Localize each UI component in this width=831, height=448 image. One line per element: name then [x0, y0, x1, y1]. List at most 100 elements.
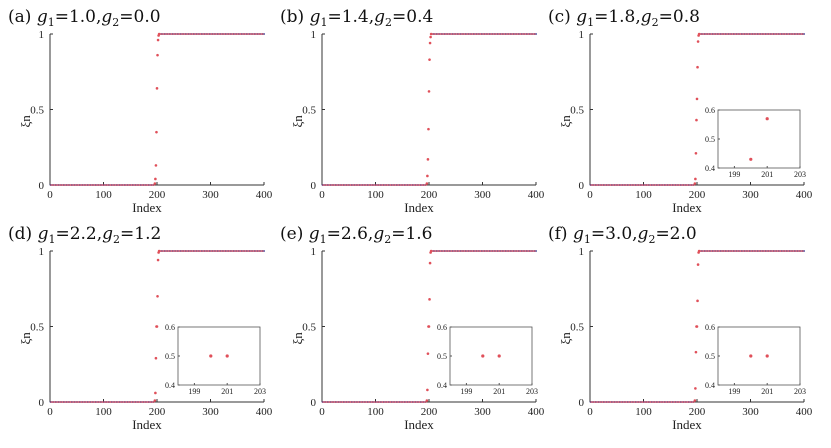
data-point-red	[742, 250, 745, 252]
data-point-red	[209, 250, 211, 252]
data-point-red	[56, 184, 59, 186]
data-point-red	[449, 33, 451, 35]
data-point-red	[362, 401, 364, 403]
data-point-red	[255, 250, 258, 252]
data-point-red	[745, 33, 748, 35]
data-point-red	[88, 184, 91, 186]
data-point-red	[609, 401, 612, 403]
data-point-red	[667, 184, 669, 186]
inset-plot: 199 201 203 0.4 0.5 0.6	[705, 323, 806, 396]
data-point-red	[696, 40, 700, 43]
data-point-red	[609, 184, 612, 186]
data-point-red	[747, 33, 750, 35]
data-point-red	[156, 53, 159, 57]
data-point-red	[59, 184, 62, 186]
data-point-red	[212, 250, 214, 252]
inset-y-tick-label: 0.5	[705, 352, 715, 361]
data-point-red	[474, 33, 477, 35]
g1-subscript: 1	[48, 233, 55, 246]
data-point-red	[391, 184, 393, 186]
data-point-red	[617, 184, 620, 186]
data-point-red	[675, 184, 677, 186]
data-point-red	[715, 250, 718, 252]
data-point-red	[757, 33, 759, 35]
data-point-red	[620, 401, 623, 403]
data-point-red	[652, 184, 655, 186]
data-point-red	[410, 184, 413, 186]
data-point-red	[370, 184, 373, 186]
x-tick-label: 0	[587, 406, 593, 418]
data-point-red	[691, 401, 693, 403]
data-point-red	[384, 401, 387, 403]
data-point-red	[111, 184, 113, 186]
g2-value: =0.8	[659, 7, 700, 27]
data-point-red	[500, 33, 503, 35]
data-point-red	[640, 401, 642, 403]
data-point-red	[262, 250, 264, 252]
panel-a: (a) g1=1.0,g2=0.00 100 200 300 40000.51Index…	[8, 7, 273, 215]
data-point-red	[498, 250, 501, 252]
data-point-red	[489, 250, 491, 252]
data-point-red	[522, 33, 525, 35]
data-point-red	[79, 401, 81, 403]
data-point-red	[152, 184, 155, 186]
data-point-red	[755, 250, 758, 252]
data-point-red	[210, 250, 213, 252]
data-point-red	[450, 250, 453, 252]
data-point-red	[680, 184, 682, 186]
data-point-red	[437, 250, 440, 252]
data-point-red	[127, 184, 129, 186]
data-point-red	[404, 401, 406, 403]
data-point-red	[749, 250, 751, 252]
data-point-red	[762, 250, 764, 252]
g1-value: =2.2,	[55, 224, 102, 244]
data-point-red	[590, 184, 592, 186]
data-point-red	[787, 33, 790, 35]
data-point-red	[510, 250, 512, 252]
data-point-red	[124, 401, 126, 403]
data-point-red	[744, 250, 746, 252]
inset-data-point	[225, 354, 229, 358]
data-point-red	[492, 33, 495, 35]
data-point-red	[731, 250, 734, 252]
data-point-red	[691, 184, 693, 186]
data-point-red	[516, 250, 519, 252]
data-point-red	[591, 184, 594, 186]
data-point-red	[705, 33, 708, 35]
data-point-red	[511, 250, 514, 252]
data-point-red	[69, 184, 72, 186]
data-point-red	[603, 184, 605, 186]
data-point-red	[596, 401, 599, 403]
data-point-red	[218, 250, 221, 252]
g1-subscript: 1	[587, 16, 594, 29]
data-point-red	[375, 184, 377, 186]
data-point-red	[106, 184, 109, 186]
data-point-red	[344, 184, 347, 186]
data-point-red	[667, 401, 669, 403]
data-point-red	[656, 184, 658, 186]
data-point-red	[519, 33, 522, 35]
inset-y-tick-label: 0.6	[165, 323, 175, 332]
data-point-red	[140, 184, 142, 186]
data-point-red	[705, 250, 708, 252]
data-point-red	[627, 401, 629, 403]
data-point-red	[713, 250, 716, 252]
data-point-red	[215, 250, 218, 252]
inset-plot: 199 201 203 0.4 0.5 0.6	[705, 106, 806, 179]
g1-subscript: 1	[48, 16, 55, 29]
data-point-red	[328, 184, 331, 186]
data-point-red	[96, 401, 99, 403]
data-point-red	[226, 33, 229, 35]
data-point-red	[611, 401, 613, 403]
data-point-red	[604, 184, 607, 186]
data-point-red	[132, 401, 134, 403]
data-point-red	[64, 401, 67, 403]
data-point-red	[112, 184, 115, 186]
data-point-red	[381, 184, 384, 186]
data-point-red	[476, 33, 478, 35]
data-point-red	[180, 33, 182, 35]
data-point-red	[112, 401, 115, 403]
data-point-red	[704, 33, 706, 35]
data-point-red	[701, 33, 703, 35]
